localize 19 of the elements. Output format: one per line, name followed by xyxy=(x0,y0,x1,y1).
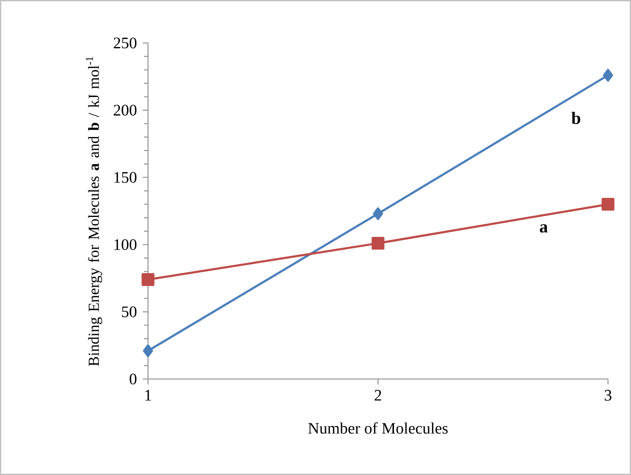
y-tick-label: 200 xyxy=(114,104,136,116)
x-tick-label: 3 xyxy=(604,390,612,401)
point xyxy=(602,68,614,82)
y-tick-label: 100 xyxy=(114,239,136,250)
series-label: b xyxy=(572,112,580,124)
x-axis-title: Number of Molecules xyxy=(308,422,448,434)
series-label: a xyxy=(540,224,548,233)
y-tick-label: 150 xyxy=(114,172,136,183)
y-tick-label: 250 xyxy=(114,38,136,48)
point xyxy=(142,344,154,358)
point xyxy=(372,236,384,250)
y-tick-label: 50 xyxy=(122,306,136,318)
y-tick-label: 0 xyxy=(130,374,136,384)
x-tick-label: 1 xyxy=(145,390,152,400)
point xyxy=(602,198,614,211)
y-axis-title: Binding Energy for Molecules a and b / kJ mol$^{-1}$ xyxy=(86,56,102,366)
point xyxy=(372,207,384,220)
point xyxy=(142,273,154,286)
x-tick-label: 2 xyxy=(374,390,382,401)
